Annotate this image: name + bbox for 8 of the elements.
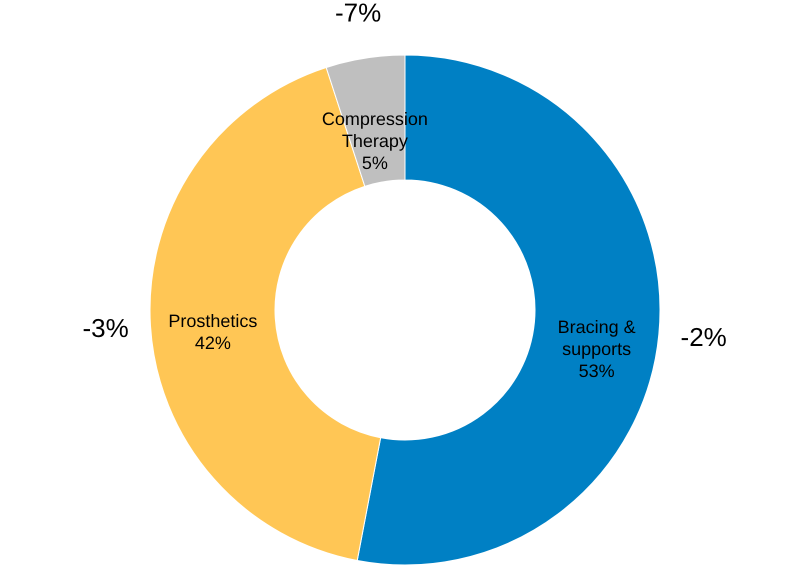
data-label: 5% [362,152,388,173]
data-label: 53% [578,361,615,382]
text: -7% [334,0,382,28]
data-label: 42% [194,333,231,354]
slice-label: Prosthetics [168,311,258,332]
slice-label: Bracing & supports [558,317,636,360]
text: -3% [82,312,129,343]
text: -2% [680,322,727,352]
